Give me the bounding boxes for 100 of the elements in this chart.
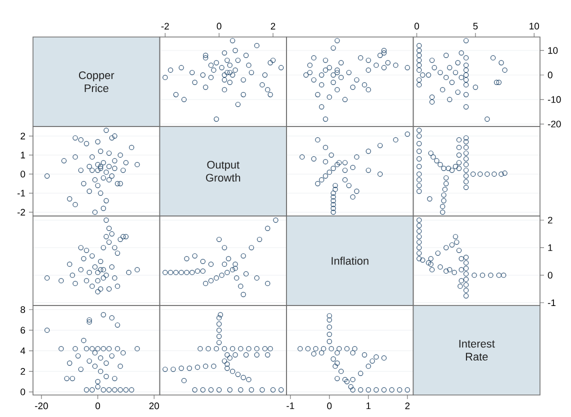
point <box>206 346 211 352</box>
point <box>322 159 328 164</box>
point <box>214 60 219 66</box>
point <box>254 352 260 358</box>
point <box>208 262 214 267</box>
point <box>348 384 354 390</box>
point <box>336 346 342 352</box>
text: Inflation <box>332 256 368 265</box>
point <box>454 240 460 245</box>
y-tick-label: 1 <box>548 244 552 251</box>
point <box>330 45 336 51</box>
point <box>366 168 371 173</box>
point <box>98 267 104 272</box>
y-tick-label: 0 <box>548 72 552 78</box>
point <box>346 70 352 76</box>
x-tick-label: 20 <box>149 402 160 410</box>
point <box>227 387 232 392</box>
point <box>67 196 72 202</box>
point <box>501 272 506 278</box>
point <box>114 284 120 289</box>
point <box>170 366 176 372</box>
point <box>311 55 316 60</box>
point <box>416 52 422 58</box>
point <box>123 234 129 240</box>
point <box>86 358 92 364</box>
point <box>463 276 469 282</box>
point <box>134 346 140 352</box>
point <box>104 128 109 133</box>
point <box>472 272 477 278</box>
point <box>70 376 76 382</box>
point <box>270 387 276 392</box>
point <box>456 144 462 150</box>
point <box>134 162 140 168</box>
point <box>326 338 332 344</box>
point <box>95 379 100 384</box>
point <box>232 68 238 73</box>
point <box>216 387 222 392</box>
point <box>265 226 270 231</box>
point <box>178 65 184 70</box>
point <box>342 376 348 382</box>
x-tick-label: 5 <box>473 22 478 30</box>
point <box>429 94 435 100</box>
point <box>334 376 340 382</box>
point <box>262 72 268 78</box>
point <box>322 144 328 150</box>
point <box>366 68 371 73</box>
point <box>463 135 469 141</box>
point <box>112 245 118 250</box>
point <box>416 156 422 162</box>
y-tick-label: -20 <box>548 120 561 128</box>
point <box>328 346 334 352</box>
point <box>366 148 371 154</box>
point <box>463 282 469 288</box>
y-tick-label: -1 <box>17 190 26 196</box>
point <box>226 256 232 262</box>
point <box>434 158 440 164</box>
point <box>342 168 348 173</box>
point <box>203 55 208 60</box>
point <box>441 198 446 204</box>
point <box>208 387 214 392</box>
point <box>438 70 443 76</box>
point <box>72 280 78 286</box>
point <box>366 387 371 392</box>
point <box>463 184 469 190</box>
point <box>227 70 232 76</box>
point <box>463 62 469 68</box>
point <box>416 42 422 48</box>
point <box>416 218 422 223</box>
point <box>243 271 249 276</box>
point <box>216 315 222 320</box>
point <box>78 366 84 372</box>
point <box>393 62 398 68</box>
point <box>114 250 120 256</box>
point <box>109 264 114 270</box>
point <box>350 164 356 170</box>
point <box>463 254 469 260</box>
point <box>98 258 104 264</box>
point <box>214 116 219 122</box>
point <box>362 352 368 358</box>
point <box>416 62 422 68</box>
point <box>109 353 114 358</box>
point <box>248 70 254 76</box>
point <box>278 387 284 392</box>
point <box>416 188 422 194</box>
point <box>463 92 469 98</box>
point <box>112 387 118 392</box>
point <box>336 160 342 166</box>
point <box>428 256 434 262</box>
point <box>84 278 90 284</box>
point <box>463 288 469 293</box>
point <box>238 346 244 352</box>
point <box>416 141 422 146</box>
point <box>243 52 249 58</box>
point <box>98 166 104 171</box>
point <box>100 387 106 392</box>
point <box>496 80 502 85</box>
point <box>480 272 486 278</box>
y-tick-label: 2 <box>548 216 552 224</box>
point <box>224 352 230 358</box>
point <box>428 262 434 267</box>
